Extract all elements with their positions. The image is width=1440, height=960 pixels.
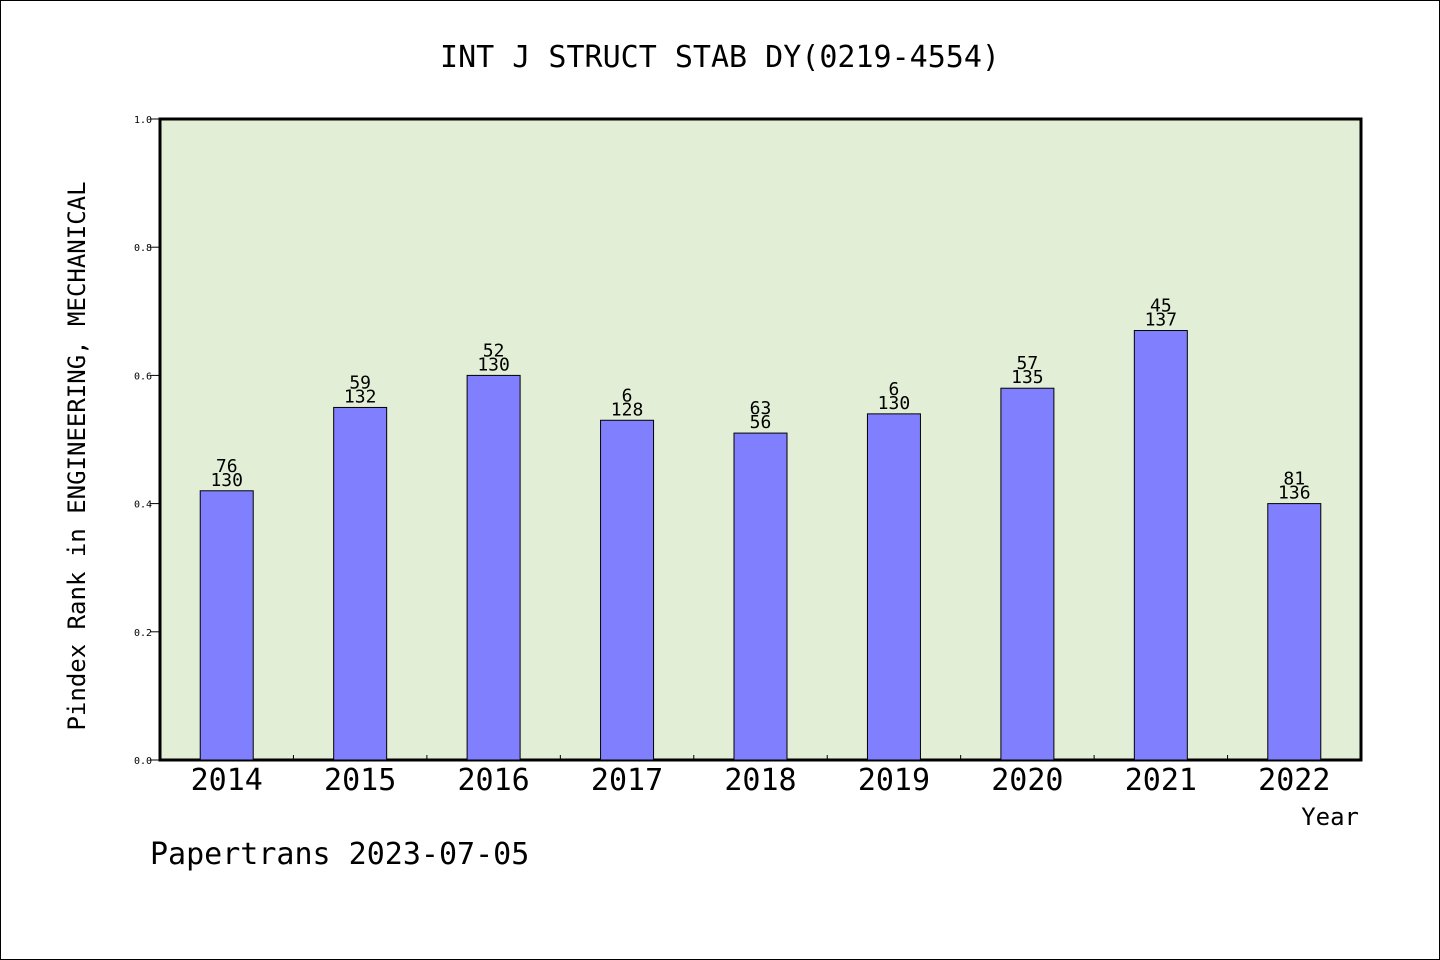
y-tick-label: 1.0 [134, 115, 152, 126]
y-tick-label: 0.2 [134, 628, 152, 639]
bar-rank-label: 6 [622, 385, 633, 406]
bar-rank-label: 81 [1283, 469, 1305, 490]
bar-total-label: 128 [611, 399, 644, 420]
bar [733, 432, 788, 761]
bar-total-label: 136 [1278, 483, 1311, 504]
chart-title: INT J STRUCT STAB DY(0219-4554) [440, 40, 1000, 75]
bar [600, 419, 655, 761]
x-tick-label: 2018 [724, 763, 796, 798]
y-tick-label: 0.0 [134, 756, 152, 767]
footer-credit: Papertrans 2023-07-05 [150, 837, 529, 872]
bar-total-label: 130 [210, 470, 243, 491]
x-tick-label: 2015 [324, 763, 396, 798]
bar-rank-label: 52 [483, 340, 505, 361]
bar-rank-label: 63 [750, 398, 772, 419]
bar-total-label: 137 [1145, 310, 1178, 331]
y-tick-label: 0.6 [134, 371, 152, 382]
y-tick-label: 0.8 [134, 243, 152, 254]
x-tick-label: 2019 [858, 763, 930, 798]
bar [866, 413, 921, 761]
y-tick-label: 0.4 [134, 500, 152, 511]
bar-total-label: 132 [344, 386, 377, 407]
bar-total-label: 135 [1011, 367, 1044, 388]
x-axis-label: Year [1301, 803, 1359, 831]
bar-rank-label: 59 [349, 372, 371, 393]
bar [1267, 503, 1322, 761]
bar [1133, 330, 1188, 761]
x-tick-label: 2016 [457, 763, 529, 798]
bar-rank-label: 57 [1017, 353, 1039, 374]
y-axis-label: Pindex Rank in ENGINEERING, MECHANICAL [63, 181, 91, 730]
bar [333, 406, 388, 761]
bar-rank-label: 45 [1150, 296, 1172, 317]
bar-total-label: 56 [750, 412, 772, 433]
bar [466, 374, 521, 761]
bar-total-label: 130 [477, 354, 510, 375]
bar [1000, 387, 1055, 761]
bar [199, 490, 254, 761]
bar-total-label: 130 [878, 393, 911, 414]
x-tick-label: 2022 [1258, 763, 1330, 798]
bar-rank-label: 6 [889, 379, 900, 400]
bar-rank-label: 76 [216, 456, 238, 477]
x-tick-label: 2021 [1125, 763, 1197, 798]
x-tick-label: 2020 [991, 763, 1063, 798]
x-tick-label: 2017 [591, 763, 663, 798]
x-tick-label: 2014 [191, 763, 263, 798]
